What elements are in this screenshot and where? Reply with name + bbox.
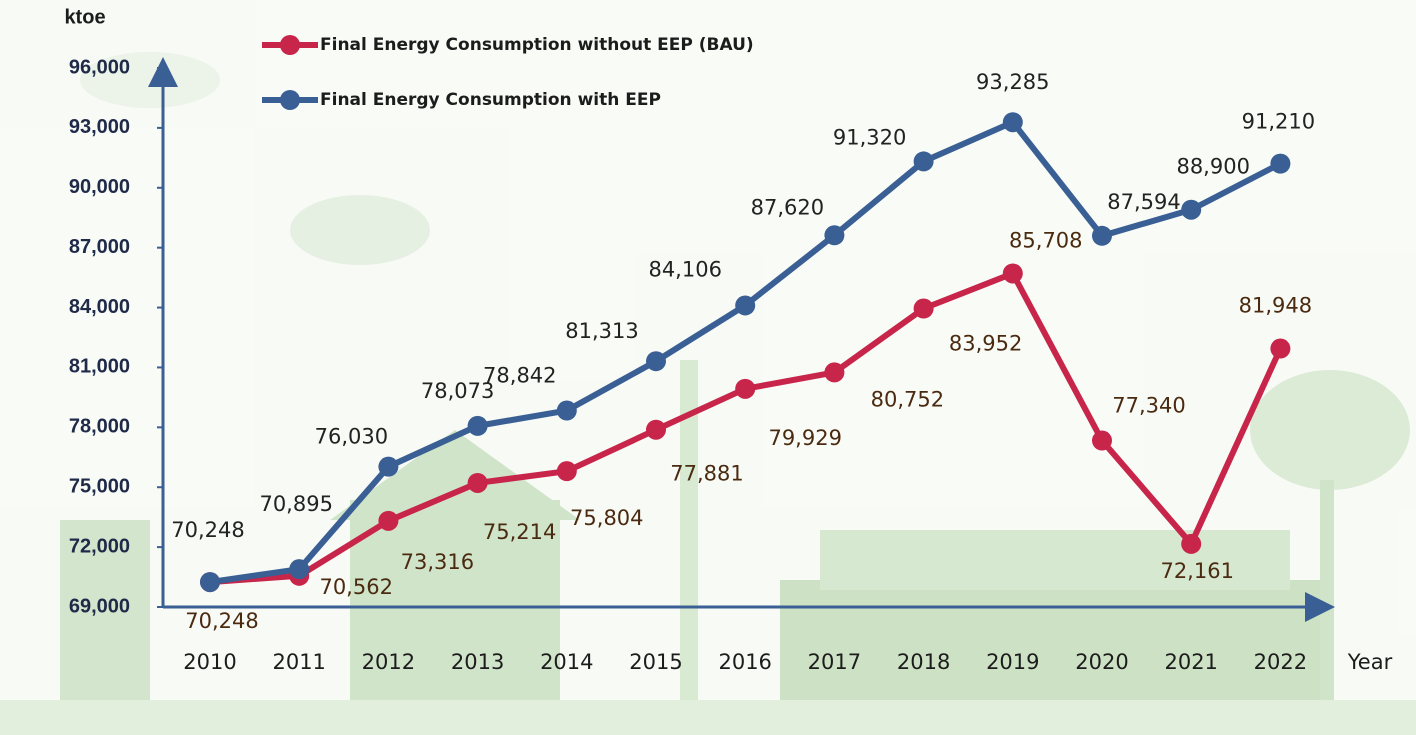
x-tick-label: 2021 — [1164, 650, 1217, 674]
data-point — [646, 420, 666, 440]
y-tick-label: 75,000 — [69, 476, 130, 498]
data-label: 85,708 — [1009, 228, 1082, 252]
data-point — [1092, 431, 1112, 451]
data-label: 70,248 — [185, 609, 258, 633]
y-tick-label: 81,000 — [69, 356, 130, 378]
data-label: 77,340 — [1112, 394, 1185, 418]
data-point — [468, 416, 488, 436]
data-label: 91,210 — [1242, 110, 1315, 134]
data-label: 78,842 — [483, 364, 556, 388]
data-point — [824, 362, 844, 382]
data-label: 81,948 — [1239, 294, 1312, 318]
data-point — [1270, 339, 1290, 359]
legend-label: Final Energy Consumption without EEP (BA… — [320, 35, 754, 55]
y-tick-label: 87,000 — [69, 236, 130, 258]
data-point — [735, 295, 755, 315]
data-label: 77,881 — [670, 462, 743, 486]
data-point — [557, 461, 577, 481]
data-label: 70,895 — [259, 492, 332, 516]
data-point — [1181, 200, 1201, 220]
data-label: 79,929 — [768, 426, 841, 450]
page: {"chart_data": {"type": "line", "y_axis_… — [0, 0, 1416, 735]
y-tick-label: 84,000 — [69, 296, 130, 318]
y-tick-label: 72,000 — [69, 535, 130, 557]
data-label: 72,161 — [1160, 559, 1233, 583]
x-tick-label: 2020 — [1075, 650, 1128, 674]
data-label: 70,248 — [171, 518, 244, 542]
data-label: 73,316 — [401, 550, 474, 574]
y-tick-label: 69,000 — [69, 595, 130, 617]
x-tick-label: 2018 — [897, 650, 950, 674]
x-tick-label: 2016 — [718, 650, 771, 674]
data-label: 87,594 — [1107, 190, 1180, 214]
y-tick-label: 93,000 — [69, 116, 130, 138]
data-point — [914, 151, 934, 171]
data-label: 75,804 — [570, 506, 643, 530]
data-point — [289, 559, 309, 579]
data-point — [200, 572, 220, 592]
x-tick-label: 2017 — [808, 650, 861, 674]
data-label: 76,030 — [315, 425, 388, 449]
data-label: 84,106 — [648, 257, 721, 281]
data-label: 83,952 — [949, 332, 1022, 356]
data-point — [646, 351, 666, 371]
legend-label: Final Energy Consumption with EEP — [320, 90, 661, 110]
data-point — [468, 473, 488, 493]
data-label: 87,620 — [751, 195, 824, 219]
data-point — [378, 457, 398, 477]
x-tick-label: 2011 — [272, 650, 325, 674]
data-label: 81,313 — [565, 319, 638, 343]
data-point — [1003, 112, 1023, 132]
legend-marker — [280, 35, 300, 55]
data-point — [1181, 534, 1201, 554]
data-label: 88,900 — [1176, 155, 1249, 179]
data-label: 75,214 — [483, 520, 556, 544]
data-point — [1003, 263, 1023, 283]
chart: ktoe Year 69,000 72,000 75,000 78,000 81,000… — [0, 0, 1416, 735]
data-point — [914, 299, 934, 319]
x-axis-label: Year — [1347, 650, 1393, 674]
legend-marker — [280, 90, 300, 110]
y-tick-label: 78,000 — [69, 416, 130, 438]
y-tick-label: 96,000 — [69, 56, 130, 78]
x-tick-label: 2012 — [362, 650, 415, 674]
y-tick-label: 90,000 — [69, 176, 130, 198]
x-tick-label: 2022 — [1254, 650, 1307, 674]
data-point — [735, 379, 755, 399]
data-point — [557, 401, 577, 421]
data-label: 93,285 — [976, 70, 1049, 94]
data-label: 80,752 — [871, 387, 944, 411]
x-tick-label: 2014 — [540, 650, 593, 674]
x-tick-label: 2010 — [183, 650, 236, 674]
x-tick-label: 2015 — [629, 650, 682, 674]
y-axis-label: ktoe — [64, 6, 105, 28]
x-tick-label: 2013 — [451, 650, 504, 674]
data-point — [1270, 154, 1290, 174]
x-tick-label: 2019 — [986, 650, 1039, 674]
data-label: 70,562 — [319, 575, 392, 599]
data-point — [1092, 226, 1112, 246]
data-point — [378, 511, 398, 531]
data-label: 91,320 — [833, 125, 906, 149]
data-point — [824, 225, 844, 245]
